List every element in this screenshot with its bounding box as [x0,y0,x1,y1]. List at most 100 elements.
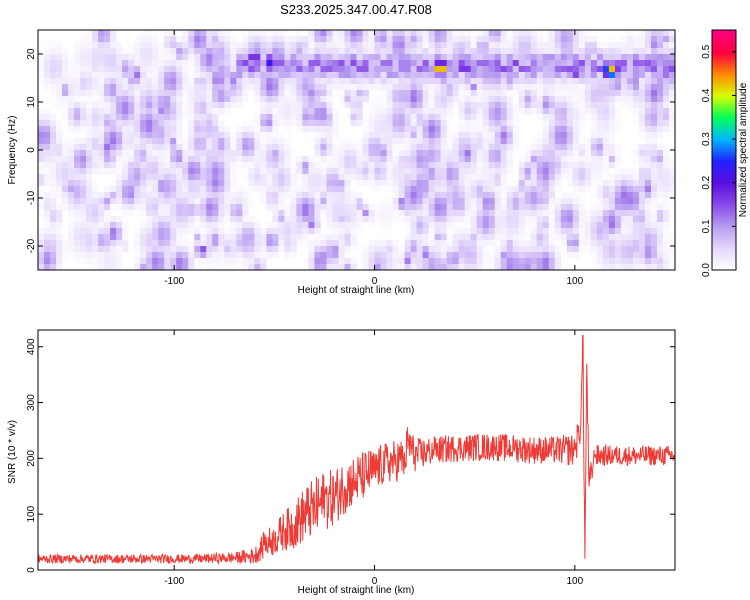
spectrogram-cell [482,204,490,211]
spectrogram-cell [284,126,291,133]
spectrogram-cell [320,240,327,247]
spectrogram-cell [392,210,399,217]
spectrogram-cell [386,90,393,97]
spectrogram-cell [326,36,333,43]
spectrogram-cell [344,42,351,49]
spectrogram-cell [566,114,574,121]
spectrogram-cell [50,222,57,229]
spectrogram-cell [224,210,231,217]
spectrogram-cell [278,174,285,181]
colorbar-label: Normalized spectral amplitude [738,82,749,217]
spectrogram-cell [362,90,369,97]
spectrogram-cell [206,252,213,259]
colorbar-segment [712,188,736,191]
spectrogram-cell [194,228,201,235]
spectrogram-cell [194,36,201,43]
spectrogram-cell [458,66,466,73]
spectrogram-cell [56,252,63,259]
spectrogram-cell [200,216,207,223]
spectrogram-cell [638,150,646,157]
spectrogram-cell [296,30,303,37]
spectrogram-cell [464,222,472,229]
spectrogram-cell [344,72,351,79]
spectrogram-cell [548,168,556,175]
spectrogram-cell [530,48,538,55]
spectrogram-cell [278,78,285,85]
spectrogram-cell [548,90,556,97]
spectrogram-cell [296,48,303,55]
spectrogram-cell [392,36,399,43]
spectrogram-cell [608,264,616,271]
spectrogram-cell [128,102,135,109]
spectrogram-cell [350,192,357,199]
spectrogram-cell [608,216,616,223]
spectrogram-cell [632,258,640,265]
spectrogram-cell [122,246,129,253]
spectrogram-cell [320,84,327,91]
spectrogram-cell [410,90,417,97]
spectrogram-cell [236,126,243,133]
spectrogram-cell [224,252,231,259]
spectrogram-cell [206,192,213,199]
spectrogram-cell [620,96,628,103]
spectrogram-cell [572,120,580,127]
spectrogram-cell [50,204,57,211]
snr-ylabel: SNR (10 * v/v) [7,420,18,484]
spectrogram-cell [392,30,399,37]
spectrogram-cell [218,138,225,145]
spectrogram-cell [344,96,351,103]
spectrogram-cell [614,114,622,121]
spectrogram-cell [110,108,117,115]
spectrogram-cell [92,60,99,67]
spectrogram-cell [74,234,81,241]
spectrogram-cell [362,102,369,109]
spectrogram-cell [404,216,411,223]
spectrogram-cell [542,132,550,139]
spectrogram-cell [320,156,327,163]
spectrogram-cell [248,144,255,151]
spectrogram-cell [92,222,99,229]
spectrogram-cell [194,174,201,181]
spectrogram-cell [296,210,303,217]
spectrogram-cell [104,258,111,265]
spectrogram-cell [422,246,429,253]
spectrogram-cell [626,228,634,235]
spectrogram-cell [194,138,201,145]
spectrogram-cell [536,60,544,67]
spectrogram-cell [272,228,279,235]
snr-line [37,335,676,566]
spectrogram-cell [596,168,604,175]
spectrogram-cell [422,144,429,151]
spectrogram-cell [170,66,177,73]
spectrogram-cell [248,150,255,157]
spectrogram-cell [272,72,279,79]
spectrogram-cell [428,174,435,181]
spectrogram-cell [320,60,327,67]
spectrogram-cell [290,36,297,43]
spectrogram-cell [620,264,628,271]
colorbar-segment [712,258,736,261]
spectrogram-cell [650,60,658,67]
spectrogram-cell [356,90,363,97]
spectrogram-cell [86,48,93,55]
spectrogram-cell [80,84,87,91]
spectrogram-cell [140,228,147,235]
spectrogram-cell [536,36,544,43]
colorbar-segment [712,114,736,117]
spectrogram-cell [260,30,267,37]
spectrogram-cell [56,258,63,265]
spectrogram-cell [602,210,610,217]
spectrogram-cell [536,168,544,175]
spectrogram-cell [74,240,81,247]
spectrogram-cell [92,198,99,205]
spectrogram-cell [266,102,273,109]
spectrogram-cell [458,240,466,247]
spectrogram-cell [608,84,616,91]
spectrogram-cell [344,240,351,247]
spectrogram-cell [314,150,321,157]
spectrogram-cell [638,36,646,43]
spectrogram-cell [350,78,357,85]
spectrogram-cell [578,150,586,157]
spectrogram-cell [566,60,574,67]
spectrogram-cell [200,168,207,175]
